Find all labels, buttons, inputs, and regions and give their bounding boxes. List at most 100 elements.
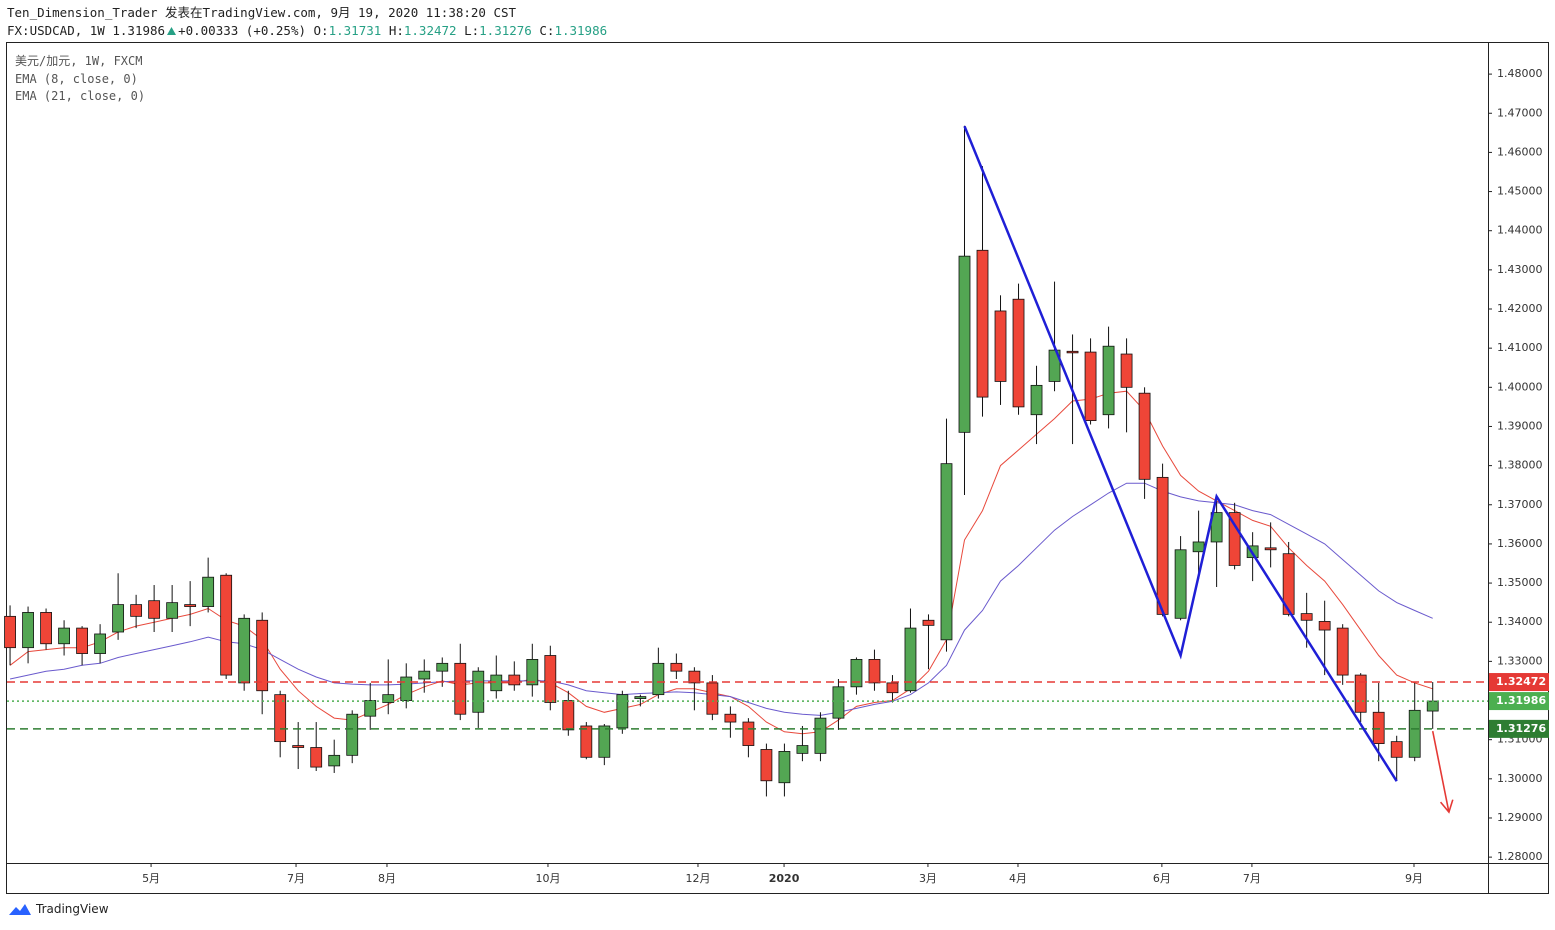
y-tick-label: 1.46000 [1497,145,1543,158]
candle-body [1336,627,1349,676]
candle-body [1210,512,1223,543]
candle-body [220,574,233,676]
candle-body [922,619,935,626]
candle-body [940,463,953,641]
candle-body [22,612,34,649]
candle-body [130,604,143,617]
candle-body [490,674,503,692]
y-tick-label: 1.35000 [1497,576,1543,589]
brand: TradingView [36,902,109,916]
candle-body [760,749,773,782]
candle-body [1174,549,1187,619]
candle-body [868,659,881,684]
trend-drawing [963,125,1398,782]
candle-body [94,633,107,654]
candle-body [1084,351,1097,421]
candle-body [364,700,377,717]
close: 1.31986 [554,23,608,38]
footer: TradingView [8,902,109,916]
x-tick-label: 5月 [142,872,160,885]
candle-body [1030,384,1043,416]
price-label-box [1489,692,1549,711]
trend-drawing [1431,730,1450,813]
o-label: O: [313,23,329,38]
candle-body [526,659,539,686]
price-label: 1.32472 [1496,675,1546,688]
candle-body [472,670,485,713]
candle-body [202,576,215,607]
logo [9,904,31,915]
legend-title: 美元/加元, 1W, FXCM [15,54,143,68]
y-tick-label: 1.41000 [1497,341,1543,354]
candle-body [580,725,593,758]
candle-body [274,694,287,743]
candle-body [292,745,305,748]
x-tick-label: 10月 [535,872,560,885]
y-tick-label: 1.45000 [1497,185,1543,198]
candle-body [562,700,575,731]
y-tick-label: 1.40000 [1497,380,1543,393]
candle-body [778,751,791,784]
up-icon [167,27,177,35]
candle-body [724,713,737,723]
candle-body [1354,674,1367,713]
high: 1.32472 [403,23,457,38]
candle-body [652,662,665,696]
candle-body [976,249,989,398]
price-label-box [1489,719,1549,738]
candle-body [382,694,395,703]
price-label-box [1489,673,1549,692]
y-tick-label: 1.34000 [1497,615,1543,628]
candle-body [598,725,611,758]
last-price: 1.31986 [112,23,166,38]
candle-body [40,612,52,645]
candle-body [616,694,629,729]
header: Ten_Dimension_Trader 发表在TradingView.com,… [7,4,607,40]
candle-body [454,662,467,715]
candle-body [814,717,827,754]
candle-body [1012,298,1025,408]
candle-body [1408,709,1421,758]
candle-body [418,670,431,680]
x-tick-label: 12月 [685,872,710,885]
candle-body [112,604,125,633]
candle-body [1372,711,1385,744]
candle-body [1192,541,1205,553]
x-tick-label: 4月 [1009,872,1027,885]
x-tick-label: 8月 [378,872,396,885]
candle-body [742,721,755,746]
y-tick-label: 1.47000 [1497,106,1543,119]
candle-body [670,662,683,672]
candle-body [796,745,809,754]
candle-body [688,670,701,684]
candle-body [1228,512,1241,566]
x-tick-label: 2020 [769,872,800,885]
candle-body [904,627,917,692]
y-tick-label: 1.48000 [1497,67,1543,80]
candle-body [958,255,971,433]
candle-body [256,619,269,692]
candle-body [400,676,413,701]
y-tick-label: 1.42000 [1497,302,1543,315]
candle-body [634,696,647,699]
y-tick-label: 1.43000 [1497,263,1543,276]
candle-body [58,627,70,645]
candle-body [508,674,521,686]
candle-body [1264,547,1277,551]
author-line: Ten_Dimension_Trader 发表在TradingView.com,… [7,5,517,20]
candle-body [346,713,359,756]
price-label: 1.31986 [1496,694,1546,707]
candle-body [832,686,845,719]
candle-body [76,627,88,654]
l-label: L: [464,23,480,38]
legend: 美元/加元, 1W, FXCM EMA (8, close, 0) EMA (2… [15,53,145,106]
y-tick-label: 1.38000 [1497,459,1543,472]
candle-body [850,659,863,688]
candle-body [184,604,197,607]
y-tick-label: 1.29000 [1497,811,1543,824]
x-tick-label: 6月 [1153,872,1171,885]
candle-body [238,617,251,684]
y-tick-label: 1.44000 [1497,224,1543,237]
